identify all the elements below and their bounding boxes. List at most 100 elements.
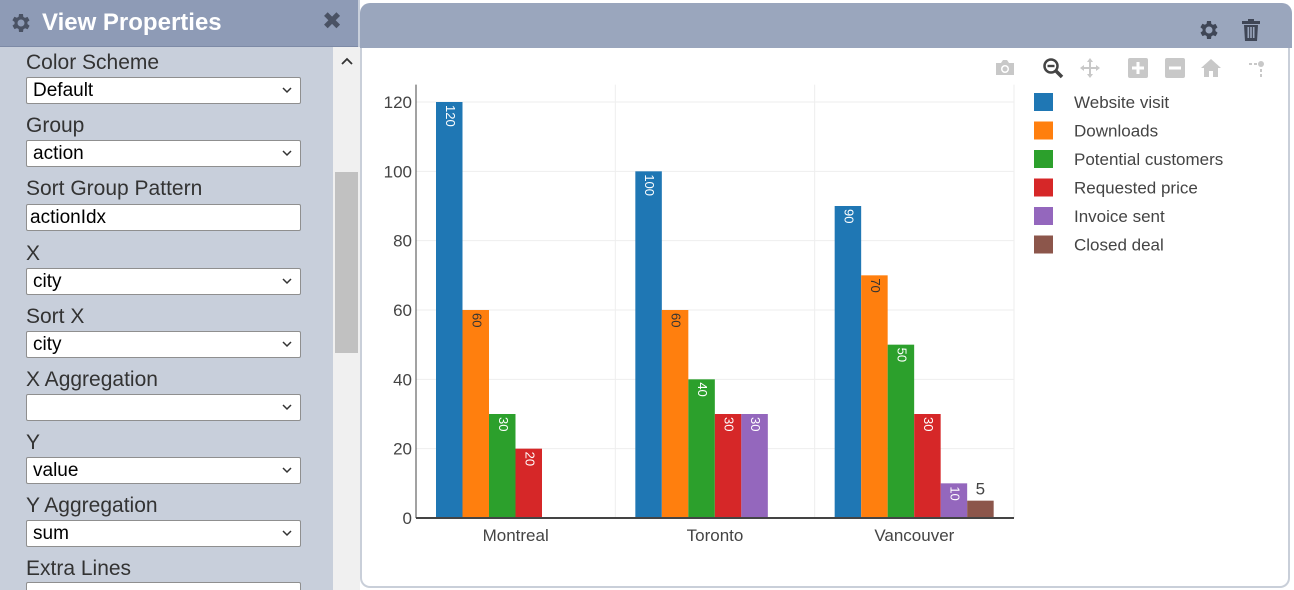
color-scheme-select[interactable]: Default bbox=[26, 77, 301, 104]
legend-swatch bbox=[1034, 150, 1053, 168]
bar-data-label: 5 bbox=[976, 480, 985, 499]
y-tick-label: 60 bbox=[393, 301, 412, 320]
group-label: Group bbox=[26, 114, 85, 137]
x-label: X bbox=[26, 242, 41, 265]
color-scheme-value: Default bbox=[33, 80, 94, 101]
bar-chart: 0 20 40 60 80 100 120 120 60 30 20 100 60 40 30 30 90 70 5… bbox=[384, 84, 1223, 545]
zoom-icon[interactable] bbox=[1042, 57, 1064, 79]
legend-item: Requested price bbox=[1074, 179, 1198, 198]
extra-lines-label: Extra Lines bbox=[26, 557, 132, 580]
bar-website-visit bbox=[635, 171, 662, 519]
y-tick-label: 120 bbox=[384, 93, 412, 112]
bar-data-label: 60 bbox=[669, 313, 684, 327]
bar-potential-customers bbox=[688, 379, 715, 518]
legend-swatch bbox=[1034, 207, 1053, 225]
x-value: city bbox=[33, 271, 62, 292]
legend-item: Website visit bbox=[1074, 93, 1169, 112]
y-aggregation-value: sum bbox=[33, 523, 69, 544]
chevron-down-icon bbox=[282, 404, 292, 411]
sort-x-value: city bbox=[33, 334, 62, 355]
spikelines-icon[interactable] bbox=[1246, 57, 1268, 79]
properties-form: Color Scheme Default Group action Sort G… bbox=[0, 47, 333, 590]
bar-invoice-sent bbox=[741, 414, 768, 518]
x-select[interactable]: city bbox=[26, 268, 301, 295]
color-scheme-label: Color Scheme bbox=[26, 51, 160, 74]
bar-downloads bbox=[462, 310, 489, 518]
zoom-in-icon[interactable] bbox=[1127, 57, 1149, 79]
trash-icon[interactable] bbox=[1240, 18, 1262, 42]
y-select[interactable]: value bbox=[26, 457, 301, 484]
bar-website-visit bbox=[436, 102, 463, 518]
gear-icon bbox=[12, 14, 30, 32]
x-aggregation-select[interactable] bbox=[26, 394, 301, 421]
y-tick-label: 100 bbox=[384, 162, 412, 181]
x-tick-label: Vancouver bbox=[874, 526, 954, 545]
bar-requested-price bbox=[515, 448, 542, 518]
legend-swatch bbox=[1034, 235, 1053, 254]
bar-data-label: 60 bbox=[469, 313, 484, 327]
y-tick-label: 80 bbox=[393, 232, 412, 251]
legend-item: Invoice sent bbox=[1074, 207, 1165, 226]
bar-data-label: 30 bbox=[921, 417, 936, 431]
bar-data-label: 30 bbox=[748, 417, 763, 431]
bar-closed-deal bbox=[967, 500, 994, 518]
pan-icon[interactable] bbox=[1079, 57, 1101, 79]
sort-x-label: Sort X bbox=[26, 305, 85, 328]
bar-data-label: 40 bbox=[695, 382, 710, 396]
x-aggregation-label: X Aggregation bbox=[26, 368, 158, 391]
chevron-down-icon bbox=[282, 150, 292, 157]
y-aggregation-select[interactable]: sum bbox=[26, 520, 301, 547]
chevron-down-icon bbox=[282, 87, 292, 94]
y-tick-label: 0 bbox=[403, 509, 412, 528]
view-properties-panel: View Properties ✖ Color Scheme Default G… bbox=[0, 0, 360, 590]
bar-data-label: 70 bbox=[868, 278, 883, 292]
chevron-down-icon bbox=[282, 341, 292, 348]
group-select[interactable]: action bbox=[26, 140, 301, 167]
chevron-down-icon bbox=[282, 278, 292, 285]
chart-frame bbox=[360, 48, 1290, 588]
y-label: Y bbox=[26, 431, 41, 454]
bar-data-label: 120 bbox=[443, 105, 458, 127]
chevron-up-icon[interactable] bbox=[341, 56, 353, 66]
bar-data-label: 90 bbox=[841, 209, 856, 223]
legend-swatch bbox=[1034, 178, 1053, 197]
y-tick-label: 20 bbox=[393, 440, 412, 459]
extra-lines-select[interactable] bbox=[26, 582, 301, 590]
sort-group-pattern-input[interactable]: actionIdx bbox=[26, 204, 301, 231]
y-aggregation-label: Y Aggregation bbox=[26, 494, 158, 517]
chart-header bbox=[360, 3, 1292, 48]
zoom-out-icon[interactable] bbox=[1164, 57, 1186, 79]
x-tick-label: Montreal bbox=[483, 526, 549, 545]
panel-header: View Properties ✖ bbox=[0, 0, 358, 47]
panel-title: View Properties bbox=[42, 9, 222, 36]
chevron-down-icon bbox=[282, 530, 292, 537]
camera-icon[interactable] bbox=[994, 57, 1016, 79]
bar-data-label: 30 bbox=[722, 417, 737, 431]
y-value: value bbox=[33, 460, 79, 481]
bar-data-label: 20 bbox=[522, 452, 537, 466]
bar-data-label: 10 bbox=[947, 486, 962, 500]
chart-panel: 0 20 40 60 80 100 120 120 60 30 20 100 60 40 30 30 90 70 5… bbox=[360, 0, 1294, 590]
home-icon[interactable] bbox=[1200, 57, 1222, 79]
bar-downloads bbox=[661, 310, 689, 518]
scrollbar-thumb[interactable] bbox=[335, 172, 358, 353]
bar-potential-customers bbox=[887, 344, 915, 518]
group-value: action bbox=[33, 143, 84, 164]
close-icon[interactable]: ✖ bbox=[321, 8, 343, 35]
sort-x-select[interactable]: city bbox=[26, 331, 301, 358]
bar-data-label: 100 bbox=[642, 174, 657, 196]
bar-invoice-sent bbox=[940, 483, 968, 518]
gear-icon[interactable] bbox=[1196, 18, 1220, 42]
bar-downloads bbox=[861, 275, 888, 518]
legend-item: Potential customers bbox=[1074, 150, 1223, 169]
y-tick-label: 40 bbox=[393, 370, 412, 389]
bar-data-label: 30 bbox=[496, 417, 511, 431]
bar-data-label: 50 bbox=[894, 348, 909, 362]
sort-group-pattern-label: Sort Group Pattern bbox=[26, 177, 203, 200]
legend-item: Closed deal bbox=[1074, 236, 1164, 255]
panel-scrollbar[interactable] bbox=[333, 47, 360, 590]
bar-potential-customers bbox=[489, 414, 516, 518]
chevron-down-icon bbox=[282, 467, 292, 474]
sort-group-pattern-value: actionIdx bbox=[30, 207, 107, 228]
legend-item: Downloads bbox=[1074, 122, 1158, 141]
